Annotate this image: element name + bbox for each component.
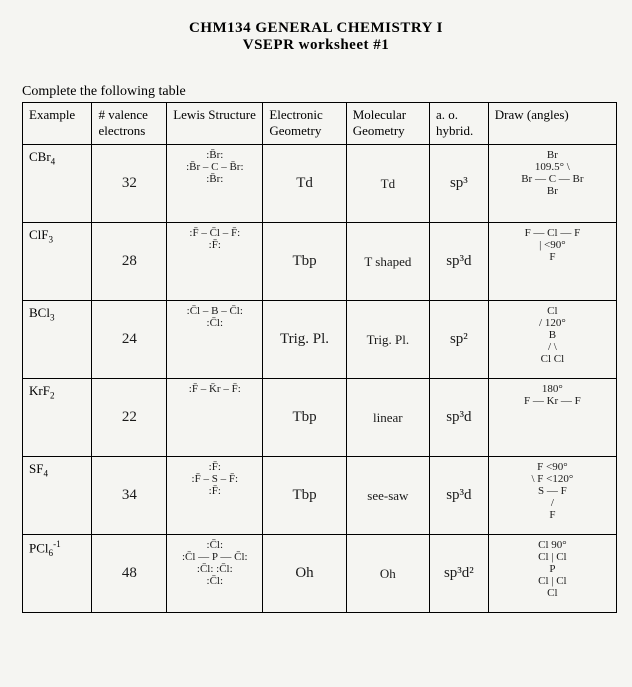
cell-draw: 180°F — Kr — F [488, 379, 616, 457]
col-egeom: Electronic Geometry [263, 103, 346, 145]
cell-valence: 34 [92, 457, 167, 535]
col-hybrid: a. o. hybrid. [430, 103, 489, 145]
cell-example: CBr4 [23, 145, 92, 223]
cell-mgeom: Td [346, 145, 429, 223]
table-row: PCl6-148:C̄l::C̄l — P — C̄l::C̄l: :C̄l::… [23, 535, 617, 613]
vsepr-table: Example # valence electrons Lewis Struct… [22, 102, 617, 613]
cell-valence: 48 [92, 535, 167, 613]
cell-mgeom: T shaped [346, 223, 429, 301]
cell-valence: 32 [92, 145, 167, 223]
cell-hybrid: sp³ [430, 145, 489, 223]
table-row: SF434:F̄::F̄ – S – F̄::F̄:Tbpsee-sawsp³d… [23, 457, 617, 535]
cell-egeom: Tbp [263, 223, 346, 301]
col-draw: Draw (angles) [488, 103, 616, 145]
cell-hybrid: sp² [430, 301, 489, 379]
cell-draw: Cl 90°Cl | Cl PCl | Cl Cl [488, 535, 616, 613]
cell-lewis: :B̄r::B̄r – C – B̄r::B̄r: [167, 145, 263, 223]
cell-valence: 24 [92, 301, 167, 379]
cell-hybrid: sp³d [430, 457, 489, 535]
course-title: CHM134 GENERAL CHEMISTRY I [20, 20, 612, 37]
cell-hybrid: sp³d² [430, 535, 489, 613]
cell-lewis: :F̄ – C̄l – F̄::F̄: [167, 223, 263, 301]
cell-egeom: Oh [263, 535, 346, 613]
cell-example: KrF2 [23, 379, 92, 457]
cell-example: ClF3 [23, 223, 92, 301]
cell-mgeom: linear [346, 379, 429, 457]
cell-draw: F — Cl — F | <90° F [488, 223, 616, 301]
prompt-text: Complete the following table [22, 84, 612, 100]
cell-lewis: :F̄ – K̄r – F̄: [167, 379, 263, 457]
cell-lewis: :C̄l::C̄l — P — C̄l::C̄l: :C̄l::C̄l: [167, 535, 263, 613]
cell-draw: Cl / 120°B / \Cl Cl [488, 301, 616, 379]
cell-egeom: Tbp [263, 379, 346, 457]
cell-valence: 22 [92, 379, 167, 457]
cell-egeom: Trig. Pl. [263, 301, 346, 379]
cell-mgeom: Oh [346, 535, 429, 613]
cell-mgeom: Trig. Pl. [346, 301, 429, 379]
cell-example: SF4 [23, 457, 92, 535]
col-lewis: Lewis Structure [167, 103, 263, 145]
cell-draw: F <90° \ F <120°S — F / F [488, 457, 616, 535]
cell-mgeom: see-saw [346, 457, 429, 535]
cell-lewis: :F̄::F̄ – S – F̄::F̄: [167, 457, 263, 535]
table-row: ClF328:F̄ – C̄l – F̄::F̄:TbpT shapedsp³d… [23, 223, 617, 301]
cell-hybrid: sp³d [430, 223, 489, 301]
table-row: KrF222:F̄ – K̄r – F̄:Tbplinearsp³d180°F … [23, 379, 617, 457]
cell-valence: 28 [92, 223, 167, 301]
cell-lewis: :C̄l – B – C̄l::C̄l: [167, 301, 263, 379]
col-valence: # valence electrons [92, 103, 167, 145]
worksheet-title: VSEPR worksheet #1 [20, 37, 612, 54]
cell-example: PCl6-1 [23, 535, 92, 613]
table-row: CBr432:B̄r::B̄r – C – B̄r::B̄r:TdTdsp³Br… [23, 145, 617, 223]
col-mgeom: Molecular Geometry [346, 103, 429, 145]
cell-draw: Br109.5° \Br — C — BrBr [488, 145, 616, 223]
cell-hybrid: sp³d [430, 379, 489, 457]
col-example: Example [23, 103, 92, 145]
cell-egeom: Td [263, 145, 346, 223]
cell-example: BCl3 [23, 301, 92, 379]
cell-egeom: Tbp [263, 457, 346, 535]
header-row: Example # valence electrons Lewis Struct… [23, 103, 617, 145]
table-row: BCl324:C̄l – B – C̄l::C̄l:Trig. Pl.Trig.… [23, 301, 617, 379]
